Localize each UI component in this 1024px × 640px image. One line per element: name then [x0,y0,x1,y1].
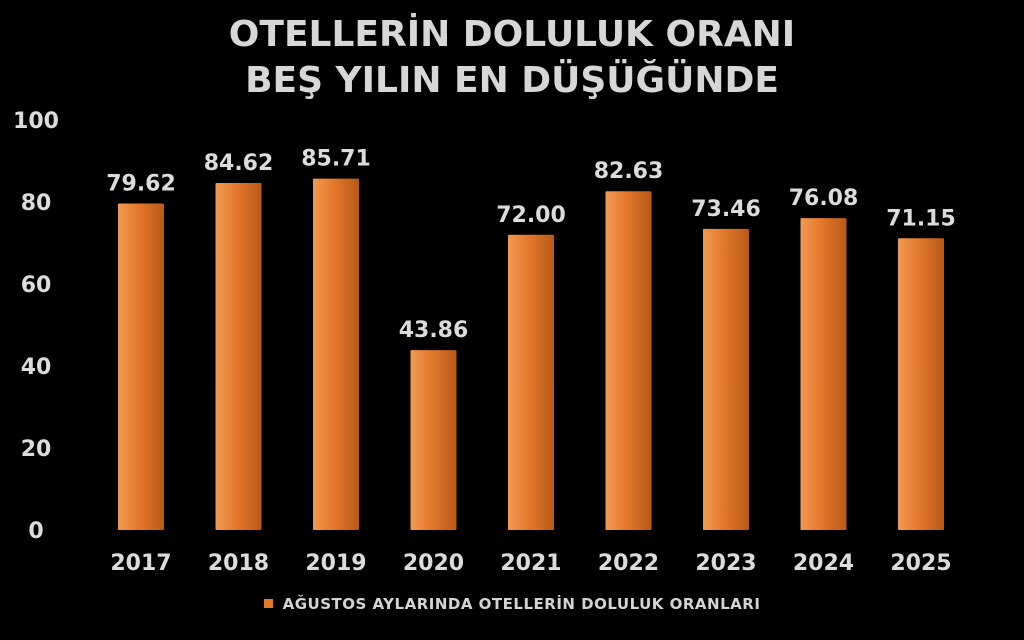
data-labels: 79.62 84.62 85.71 43.86 72.00 82.63 73.46 76.08… [106,147,956,344]
x-tick-label-2024: 2024 [793,551,854,576]
x-tick-label-2022: 2022 [598,551,659,576]
data-label-2020: 43.86 [399,318,469,343]
y-tick-label: 0 [28,519,43,544]
legend-label: AĞUSTOS AYLARINDA OTELLERİN DOLULUK ORAN… [282,595,761,613]
legend-swatch [263,599,273,608]
x-tick-label-2025: 2025 [890,551,951,576]
x-axis: 2017 2018 2019 2020 2021 2022 2023 2024 2025 [110,551,951,576]
data-label-2017: 79.62 [106,172,176,197]
data-label-2021: 72.00 [496,203,566,228]
data-label-2019: 85.71 [301,147,371,172]
chart-title: OTELLERİN DOLULUK ORANI BEŞ YILIN EN DÜŞ… [0,12,1024,104]
bar-2021 [508,234,554,531]
bars [118,178,944,531]
x-tick-label-2020: 2020 [403,551,464,576]
y-tick-label: 80 [21,191,52,216]
data-label-2024: 76.08 [789,186,859,211]
bar-2017 [118,203,164,531]
y-tick-label: 40 [21,355,52,380]
x-tick-label-2017: 2017 [110,551,171,576]
bar-2024 [800,218,847,530]
data-label-2023: 73.46 [691,197,761,222]
bar-2020 [410,350,457,530]
legend: AĞUSTOS AYLARINDA OTELLERİN DOLULUK ORAN… [0,595,1024,613]
bar-2022 [605,191,652,531]
y-axis: 0 20 40 60 80 100 [13,109,59,544]
bar-2018 [215,183,262,531]
chart-title-line-1: OTELLERİN DOLULUK ORANI [228,14,796,55]
bar-2019 [313,178,359,531]
data-label-2018: 84.62 [204,151,274,176]
x-tick-label-2021: 2021 [500,551,561,576]
y-tick-label: 60 [21,273,52,298]
x-tick-label-2018: 2018 [208,551,269,576]
y-tick-label: 100 [13,109,59,134]
data-label-2025: 71.15 [886,206,956,231]
bar-2025 [898,238,944,530]
x-tick-label-2023: 2023 [695,551,756,576]
y-tick-label: 20 [21,437,52,462]
chart-title-line-2: BEŞ YILIN EN DÜŞÜĞÜNDE [245,60,779,101]
data-label-2022: 82.63 [594,159,664,184]
x-tick-label-2019: 2019 [305,551,366,576]
bar-2023 [703,228,749,530]
